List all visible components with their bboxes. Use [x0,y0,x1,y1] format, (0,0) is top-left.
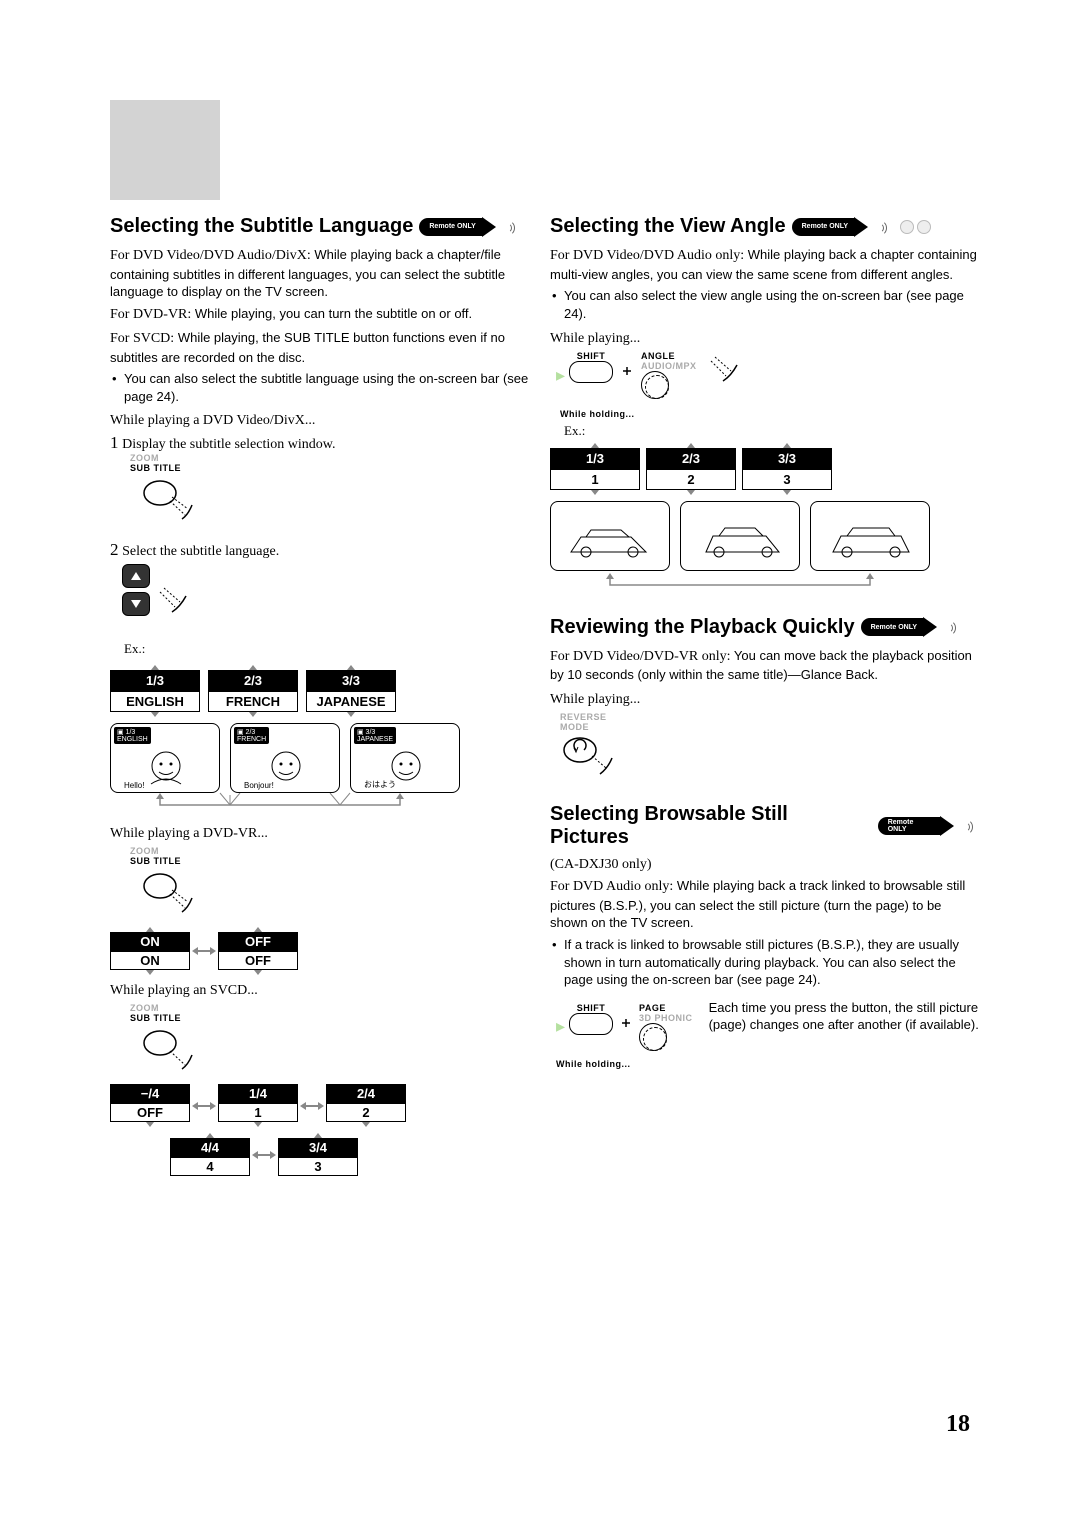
thumb-english: ▣ 1/3ENGLISH Hello! [110,723,220,793]
while-playing-svcd: While playing an SVCD... [110,983,540,999]
subtitle-label-2: SUB TITLE [130,856,540,866]
while-holding-label-2: While holding... [556,1059,693,1069]
title-text: Selecting Browsable Still Pictures [550,803,872,849]
reverse-button-icon [560,732,620,782]
title-text: Selecting the View Angle [550,215,786,238]
svcd-state-diagram: −/4 OFF 1/4 1 2/4 2 4/4 4 [110,1084,540,1176]
dvd-vr-note: For DVD-VR: While playing, you can turn … [110,305,540,325]
header-gray-block [110,100,220,200]
plus-icon [617,351,637,391]
while-playing-vr: While playing a DVD-VR... [110,826,540,842]
title-text: Reviewing the Playback Quickly [550,616,855,639]
shift-angle-diagram: ▸ SHIFT ANGLE AUDIO/MPX [556,351,980,401]
angle-loop-arrows-icon [550,571,930,595]
reverse-label: REVERSE [560,712,980,722]
angle-thumbs [550,501,980,571]
subtitle-label: SUB TITLE [130,463,540,473]
angle-note: For DVD Video/DVD Audio only: While play… [550,246,980,283]
bsp-bullet: If a track is linked to browsable still … [550,936,980,989]
shift-key-icon [569,1013,613,1035]
shift-page-diagram: ▸ SHIFT PAGE 3D PHONIC While holding... [550,999,693,1069]
ir-wave-icon [960,818,980,834]
arrow-bidir-icon [194,947,214,955]
example-label-angle: Ex.: [564,423,980,439]
arrow-right-icon: ▸ [556,1016,565,1037]
bsp-note: For DVD Audio only: While playing back a… [550,877,980,932]
bsp-side-text: Each time you press the button, the stil… [709,999,980,1034]
ir-wave-icon [502,219,522,235]
thumb-japanese: ▣ 3/3JAPANESE おはよう [350,723,460,793]
phonic-label: 3D PHONIC [639,1013,693,1023]
onscreen-bar-bullet: You can also select the subtitle languag… [110,370,540,405]
subtitle-button-icon [140,475,200,523]
zoom-label-2: ZOOM [130,846,540,856]
section-title-bsp: Selecting Browsable Still Pictures Remot… [550,803,980,849]
remote-only-badge: Remote ONLY [861,618,923,636]
section-title-glance-back: Reviewing the Playback Quickly Remote ON… [550,616,980,639]
disc-circles-icon [900,220,931,234]
angle-thumb-3 [810,501,930,571]
lang-option-1: 1/3 ENGLISH [110,665,200,717]
angle-thumb-1 [550,501,670,571]
step-2-text: Select the subtitle language. [122,544,279,559]
press-hand-icon [701,351,751,401]
remote-only-badge: Remote ONLY [419,218,481,236]
audio-mpx-label: AUDIO/MPX [641,361,697,371]
svcd-note: For SVCD: While playing, the SUB TITLE b… [110,329,540,366]
glance-back-note: For DVD Video/DVD-VR only: You can move … [550,647,980,684]
down-button-icon [122,592,150,616]
title-text: Selecting the Subtitle Language [110,215,413,238]
step-2-num: 2 [110,540,119,559]
subtitle-label-3: SUB TITLE [130,1013,540,1023]
mode-label: MODE [560,722,980,732]
while-playing-glance: While playing... [550,692,980,708]
angle-bullet: You can also select the view angle using… [550,287,980,322]
step-1-num: 1 [110,433,119,452]
plus-icon [617,1003,635,1043]
right-column: Selecting the View Angle Remote ONLY For… [550,215,980,1176]
zoom-label: ZOOM [130,453,540,463]
section-title-view-angle: Selecting the View Angle Remote ONLY [550,215,980,238]
vr-state-diagram: ON ON OFF OFF [110,927,540,975]
while-playing-dvd: While playing a DVD Video/DivX... [110,413,540,429]
ir-wave-icon [874,219,894,235]
step-1-text: Display the subtitle selection window. [122,437,335,452]
shift-label: SHIFT [569,351,613,361]
page-content: Selecting the Subtitle Language Remote O… [110,215,980,1176]
lang-option-2: 2/3 FRENCH [208,665,298,717]
while-holding-label: While holding... [560,409,980,419]
angle-osd-row: 1/3 1 2/3 2 3/3 3 [550,443,980,495]
dvd-video-note: For DVD Video/DVD Audio/DivX: While play… [110,246,540,301]
angle-button-icon [641,371,669,399]
remote-only-badge: Remote ONLY [878,817,940,835]
zoom-label-3: ZOOM [130,1003,540,1013]
lang-option-3: 3/3 JAPANESE [306,665,396,717]
remote-only-badge: Remote ONLY [792,218,854,236]
subtitle-button-icon-2 [140,868,200,916]
press-hand-icon [150,582,200,632]
angle-label: ANGLE [641,351,697,361]
subtitle-button-icon-3 [140,1025,200,1073]
loop-arrows-icon [110,791,450,815]
shift-key-icon [569,361,613,383]
step-1: 1 Display the subtitle selection window.… [110,433,540,534]
ca-model-note: (CA-DXJ30 only) [550,857,980,873]
thumb-french: ▣ 2/3FRENCH Bonjour! [230,723,340,793]
angle-thumb-2 [680,501,800,571]
shift-label-2: SHIFT [569,1003,613,1013]
page-label: PAGE [639,1003,693,1013]
while-playing-angle: While playing... [550,331,980,347]
page-number: 18 [946,1411,970,1438]
subtitle-lang-example: 1/3 ENGLISH 2/3 FRENCH 3/3 JAPANESE ▣ 1/… [110,665,540,818]
left-column: Selecting the Subtitle Language Remote O… [110,215,540,1176]
step-2: 2 Select the subtitle language. [110,540,540,635]
page-button-icon [639,1023,667,1051]
arrow-right-icon: ▸ [556,365,565,386]
section-title-subtitle-lang: Selecting the Subtitle Language Remote O… [110,215,540,238]
ir-wave-icon [943,619,963,635]
example-label: Ex.: [124,641,540,657]
up-button-icon [122,564,150,588]
